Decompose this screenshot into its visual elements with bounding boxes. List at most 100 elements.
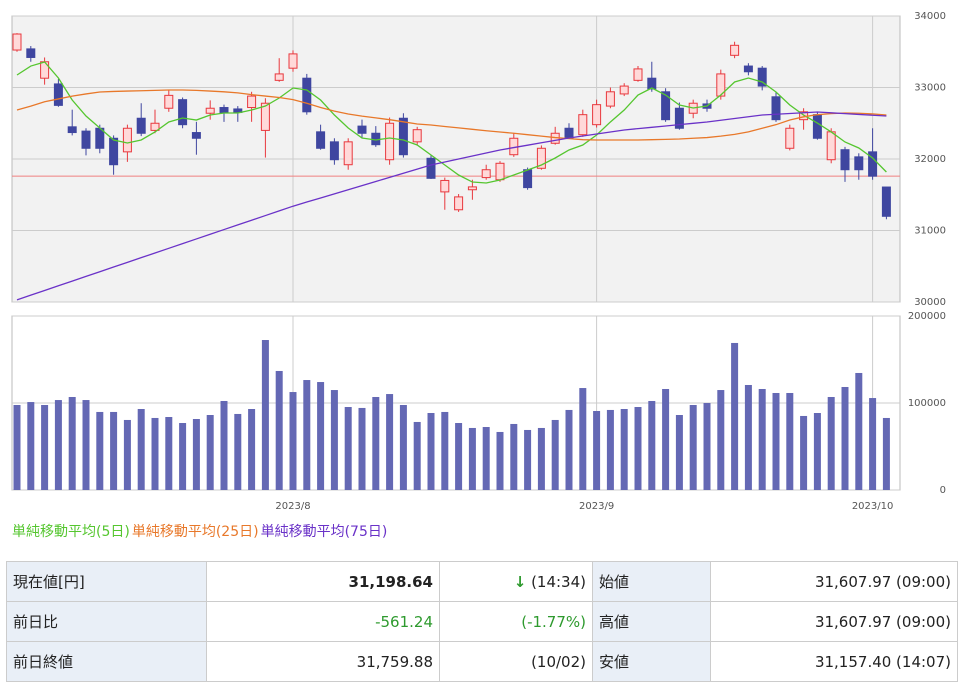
candle-body [302,77,312,113]
volume-bar [841,386,849,490]
cell-value: 31,607.97 (09:00) [710,601,958,642]
candle-body [260,102,270,131]
candle-body [592,104,602,126]
volume-bar [68,396,76,490]
candle-body [53,83,63,106]
volume-bar [289,392,297,490]
cell-value: 31,759.88 [206,641,440,682]
candle-body [633,68,643,81]
volume-bar [537,427,545,490]
candle-body [440,179,450,193]
volume-bar [772,392,780,490]
candle-body [412,129,422,143]
cell-label: 高値 [592,601,711,642]
volume-bar [786,392,794,490]
candle-body [385,122,395,161]
volume-bar [593,411,601,490]
table-row: 前日終値 31,759.88 (10/02) 安値 31,157.40 (14:… [6,641,958,682]
volume-bar [468,427,476,490]
candle-body [343,141,353,166]
candle-body [743,65,753,73]
candle-body [785,127,795,149]
volume-bar [496,431,504,490]
volume-bar [441,411,449,490]
volume-bar [455,423,463,490]
x-tick-label: 2023/8 [275,501,310,512]
volume-bar [855,372,863,490]
volume-bar [551,419,559,490]
y-tick-label: 31000 [914,226,946,237]
candle-body [316,131,326,149]
cell-value: 31,607.97 (09:00) [710,561,958,602]
volume-bar [827,396,835,490]
y-tick-label: 0 [940,485,946,496]
y-tick-label: 100000 [908,398,946,409]
candle-body [826,131,836,161]
quote-table: 現在値[円] 31,198.64 ↓ (14:34) 始値 31,607.97 … [6,561,958,682]
volume-bar [620,409,628,490]
volume-bar [731,342,739,490]
volume-bar [82,400,90,490]
x-tick-label: 2023/10 [852,501,894,512]
candle-body [122,127,132,153]
candle-body [757,67,767,87]
candle-body [564,127,574,139]
volume-bar [344,407,352,490]
cell-value: -561.24 [206,601,440,642]
candle-body [40,61,50,79]
volume-bar [123,419,131,490]
y-tick-label: 200000 [908,311,946,322]
candle-body [398,117,408,156]
volume-bar [882,417,890,490]
volume-bar [206,415,214,490]
candle-body [771,96,781,121]
x-tick-label: 2023/9 [579,501,614,512]
candle-body [109,137,119,166]
candle-body [219,107,229,114]
candle-body [868,151,878,177]
candle-body [150,122,160,131]
volume-bar [800,415,808,490]
volume-bar [13,405,21,490]
volume-bar [151,417,159,490]
cell-label: 安値 [592,641,711,682]
candle-body [12,33,22,51]
candle-body [26,48,36,58]
candle-body [619,85,629,95]
candle-body [247,95,257,109]
volume-bar [41,405,49,490]
candle-body [854,156,864,171]
volume-bar [675,415,683,490]
cell-note: (10/02) [439,641,593,682]
volume-bar [275,370,283,490]
cell-note: (-1.77%) [439,601,593,642]
candle-body [495,162,505,181]
volume-bar [165,417,173,490]
y-tick-label: 34000 [914,11,946,22]
cell-note: ↓ (14:34) [439,561,593,602]
volume-bar [482,427,490,490]
volume-bar [192,419,200,490]
cell-label: 前日比 [6,601,207,642]
legend-entry: 単純移動平均(5日) [12,524,130,540]
volume-bar [234,413,242,490]
candle-body [578,114,588,136]
candle-body [274,73,284,81]
volume-bar [317,382,325,490]
volume-bar [662,388,670,490]
volume-bar [179,423,187,490]
volume-bar [54,400,62,490]
volume-bar [703,403,711,490]
candle-body [523,169,533,189]
candle-body [81,130,91,149]
candle-body [191,132,201,139]
candle-body [164,94,174,109]
candle-body [481,169,491,179]
legend-entry: 単純移動平均(25日) [132,524,259,540]
candle-body [454,196,464,211]
candle-body [647,77,657,90]
candle-body [467,186,477,191]
volume-bar [579,388,587,490]
candle-body [812,114,822,139]
y-tick-label: 32000 [914,154,946,165]
